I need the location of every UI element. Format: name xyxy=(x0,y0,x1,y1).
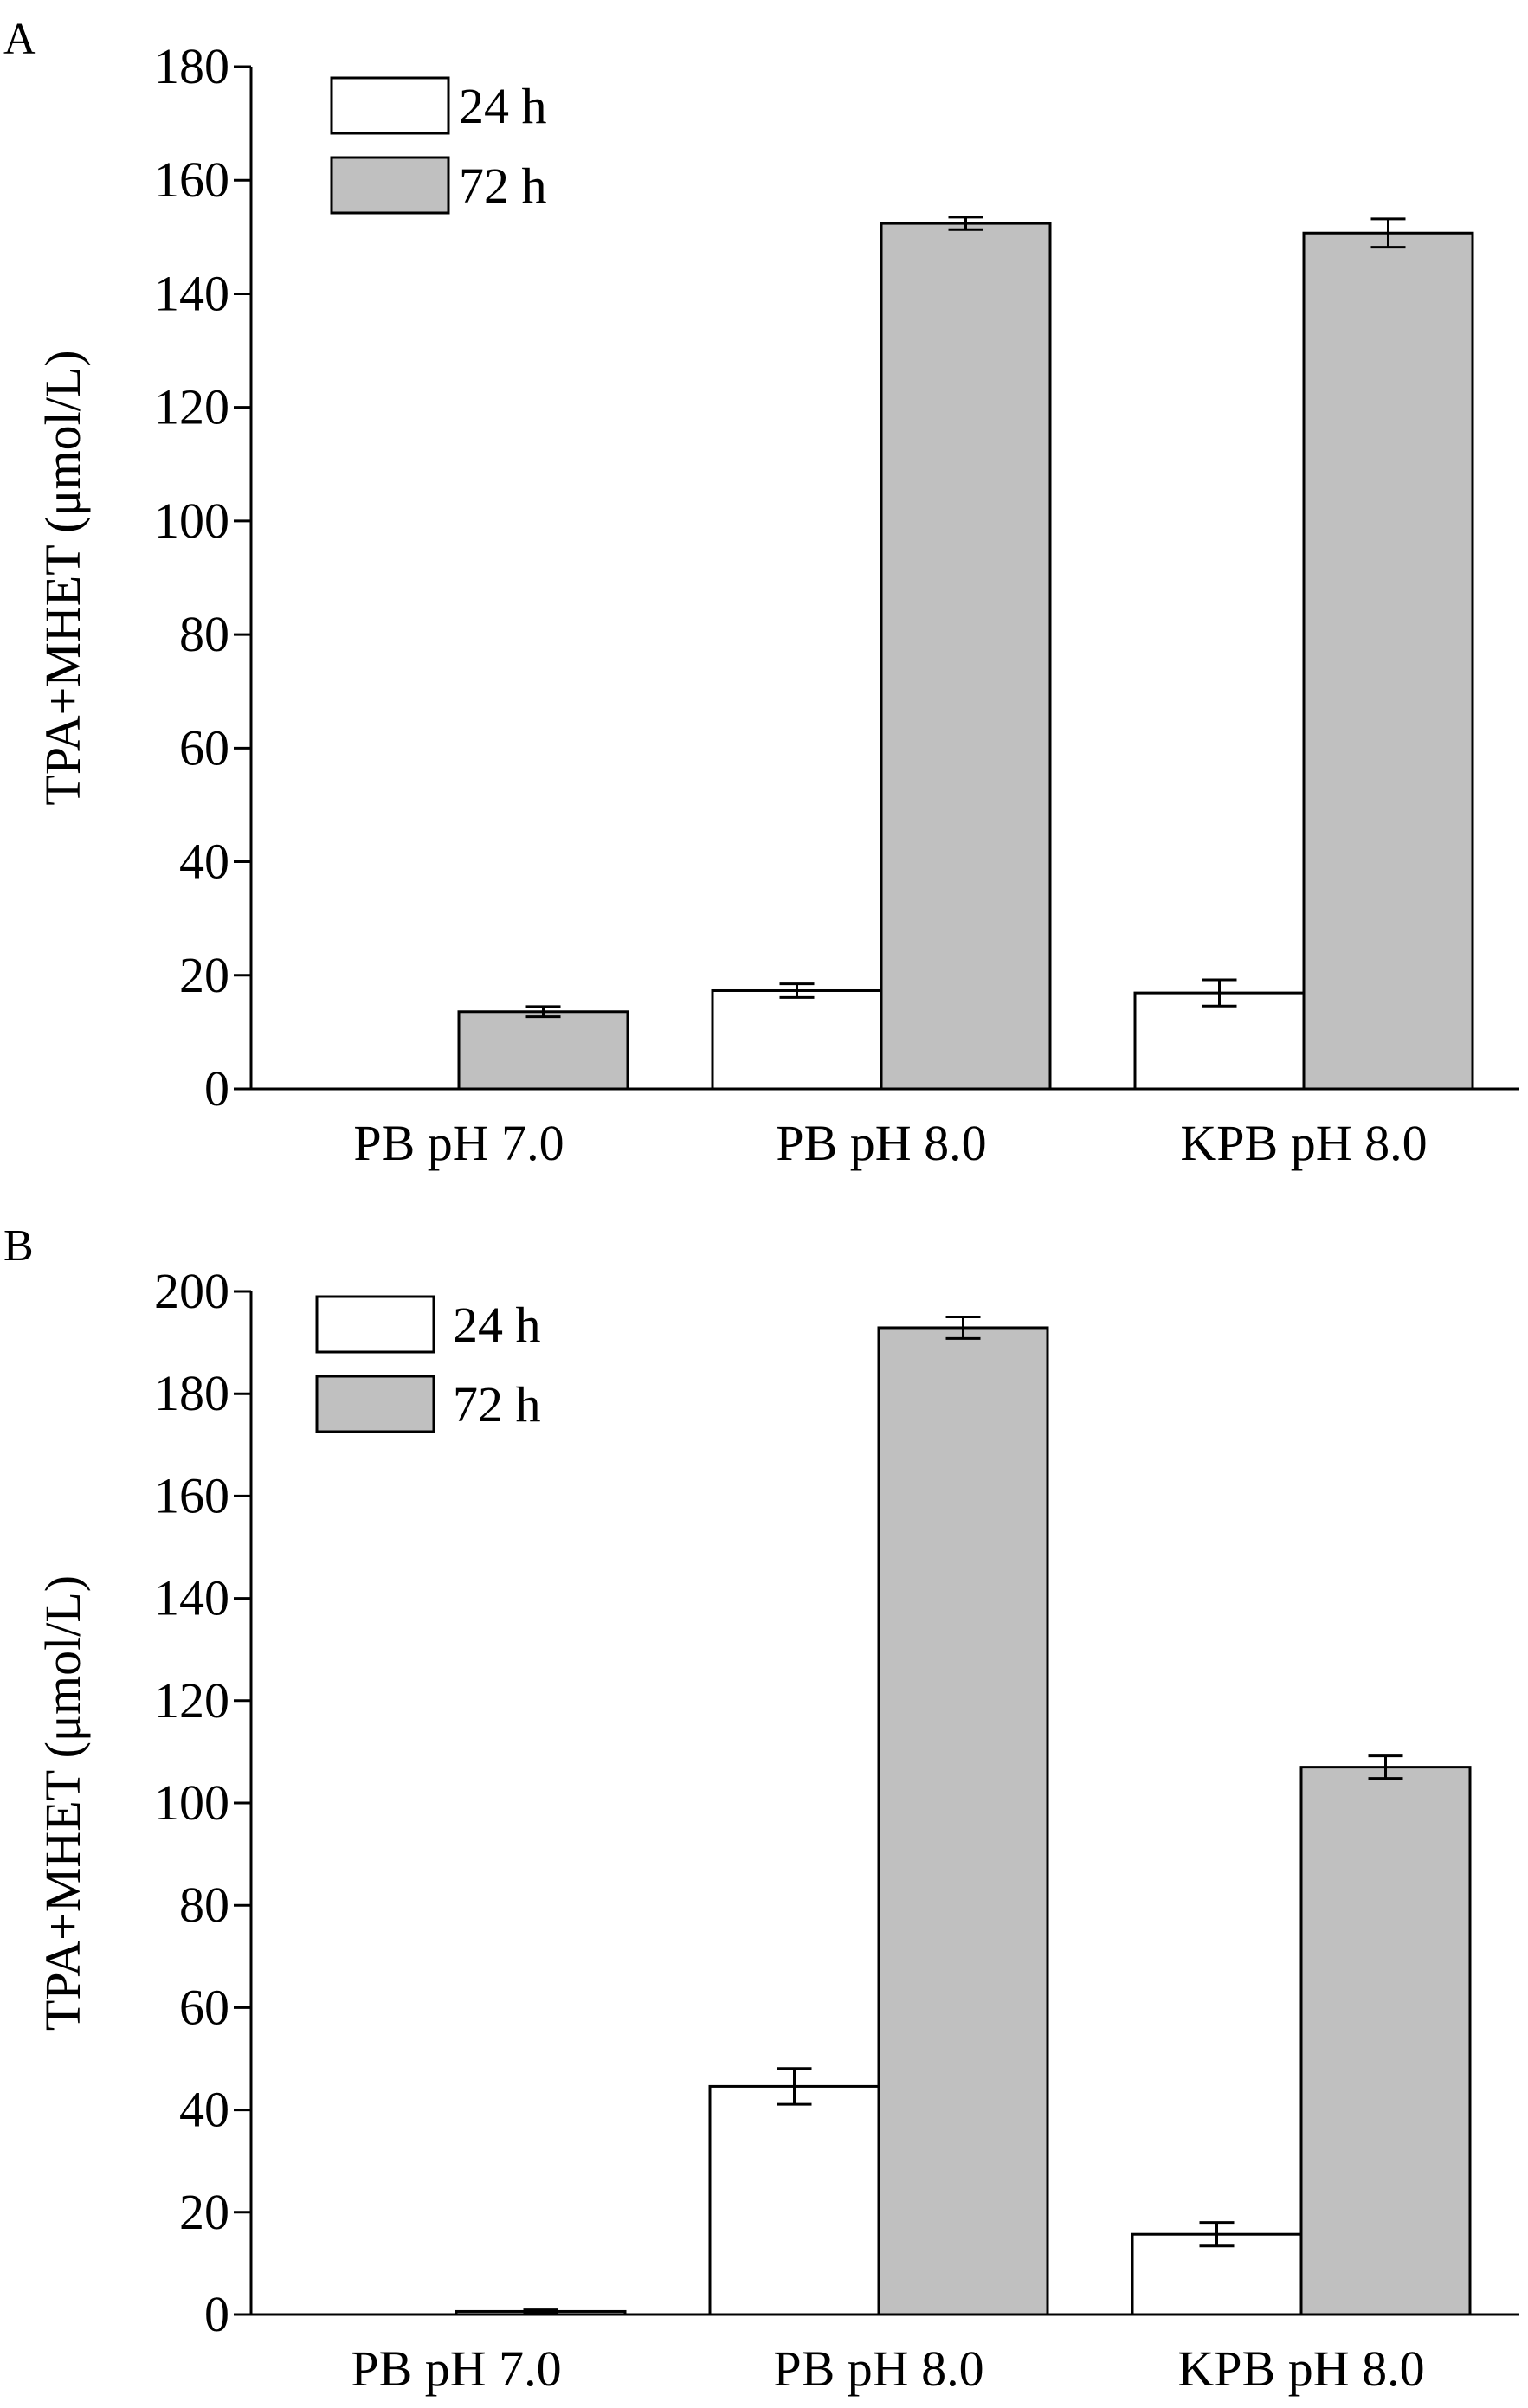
x-tick-label: KPB pH 8.0 xyxy=(1177,2340,1424,2397)
legend: 24 h 72 h xyxy=(330,76,547,215)
y-tick-label: 140 xyxy=(154,1570,229,1626)
legend-label: 24 h xyxy=(459,78,547,134)
y-tick-label: 60 xyxy=(179,1979,229,2035)
error-bar xyxy=(1202,978,1237,1008)
bar-72h-3 xyxy=(1302,231,1474,1091)
error-bar xyxy=(1370,217,1406,249)
y-axis-label: TPA+MHET (μmol/L) xyxy=(35,350,91,805)
bar-24h-3 xyxy=(1133,991,1306,1091)
y-tick-label: 180 xyxy=(154,38,229,94)
y-tick-label: 200 xyxy=(154,1263,229,1319)
error-bar xyxy=(525,1005,561,1019)
x-tick-label: PB pH 7.0 xyxy=(351,2340,561,2397)
error-bar xyxy=(777,2067,812,2106)
x-tick-label: PB pH 7.0 xyxy=(353,1115,564,1171)
panel-label: A xyxy=(3,15,36,64)
y-tick-label: 160 xyxy=(154,1467,229,1523)
legend-label: 24 h xyxy=(453,1297,541,1353)
legend-swatch xyxy=(330,156,450,215)
bar-72h-3 xyxy=(1299,1766,1472,2316)
legend-swatch xyxy=(330,76,450,135)
legend-label: 72 h xyxy=(459,158,547,214)
x-tick-label: PB pH 8.0 xyxy=(776,1115,986,1171)
y-tick-label: 160 xyxy=(154,151,229,208)
bar-72h-2 xyxy=(877,1326,1049,2316)
y-tick-label: 80 xyxy=(179,606,229,662)
bar-24h-2 xyxy=(708,2084,880,2316)
y-tick-label: 20 xyxy=(179,2184,229,2240)
y-tick-label: 120 xyxy=(154,379,229,435)
error-bar xyxy=(1368,1754,1403,1780)
y-tick-label: 40 xyxy=(179,834,229,890)
legend: 24 h 72 h xyxy=(315,1295,541,1433)
y-tick-label: 60 xyxy=(179,719,229,776)
panel-label: B xyxy=(3,1221,34,1271)
bar-24h-2 xyxy=(711,988,883,1091)
legend-swatch xyxy=(315,1375,435,1433)
y-tick-label: 100 xyxy=(154,493,229,549)
y-tick-label: 0 xyxy=(204,1060,229,1117)
y-tick-label: 120 xyxy=(154,1672,229,1729)
x-tick-label: PB pH 8.0 xyxy=(773,2340,983,2397)
error-bar xyxy=(523,2308,558,2315)
y-tick-label: 20 xyxy=(179,947,229,1003)
x-tick-label: KPB pH 8.0 xyxy=(1180,1115,1427,1171)
chart-panel-a: A 0 20 40 60 80 100 120 140 160 180 TPA+MHET (μmol/… xyxy=(3,15,1519,1171)
bar-72h-1 xyxy=(457,1010,629,1091)
y-tick-label: 180 xyxy=(154,1365,229,1421)
bar-24h-3 xyxy=(1131,2232,1303,2316)
chart-panel-b: B 0 20 40 60 80 100 120 140 160 180 200 TPA+MHET (μm… xyxy=(3,1221,1519,2397)
y-tick-label: 100 xyxy=(154,1774,229,1831)
error-bar xyxy=(945,1316,981,1340)
y-tick-label: 80 xyxy=(179,1877,229,1933)
legend-label: 72 h xyxy=(453,1376,541,1433)
y-tick-label: 140 xyxy=(154,265,229,321)
error-bar xyxy=(779,982,815,999)
y-axis-label: TPA+MHET (μmol/L) xyxy=(35,1575,91,2031)
error-bar xyxy=(1199,2221,1235,2248)
legend-swatch xyxy=(315,1295,435,1354)
y-tick-label: 40 xyxy=(179,2082,229,2138)
error-bar xyxy=(948,216,983,231)
y-tick-label: 0 xyxy=(204,2286,229,2342)
bar-72h-2 xyxy=(880,222,1052,1091)
